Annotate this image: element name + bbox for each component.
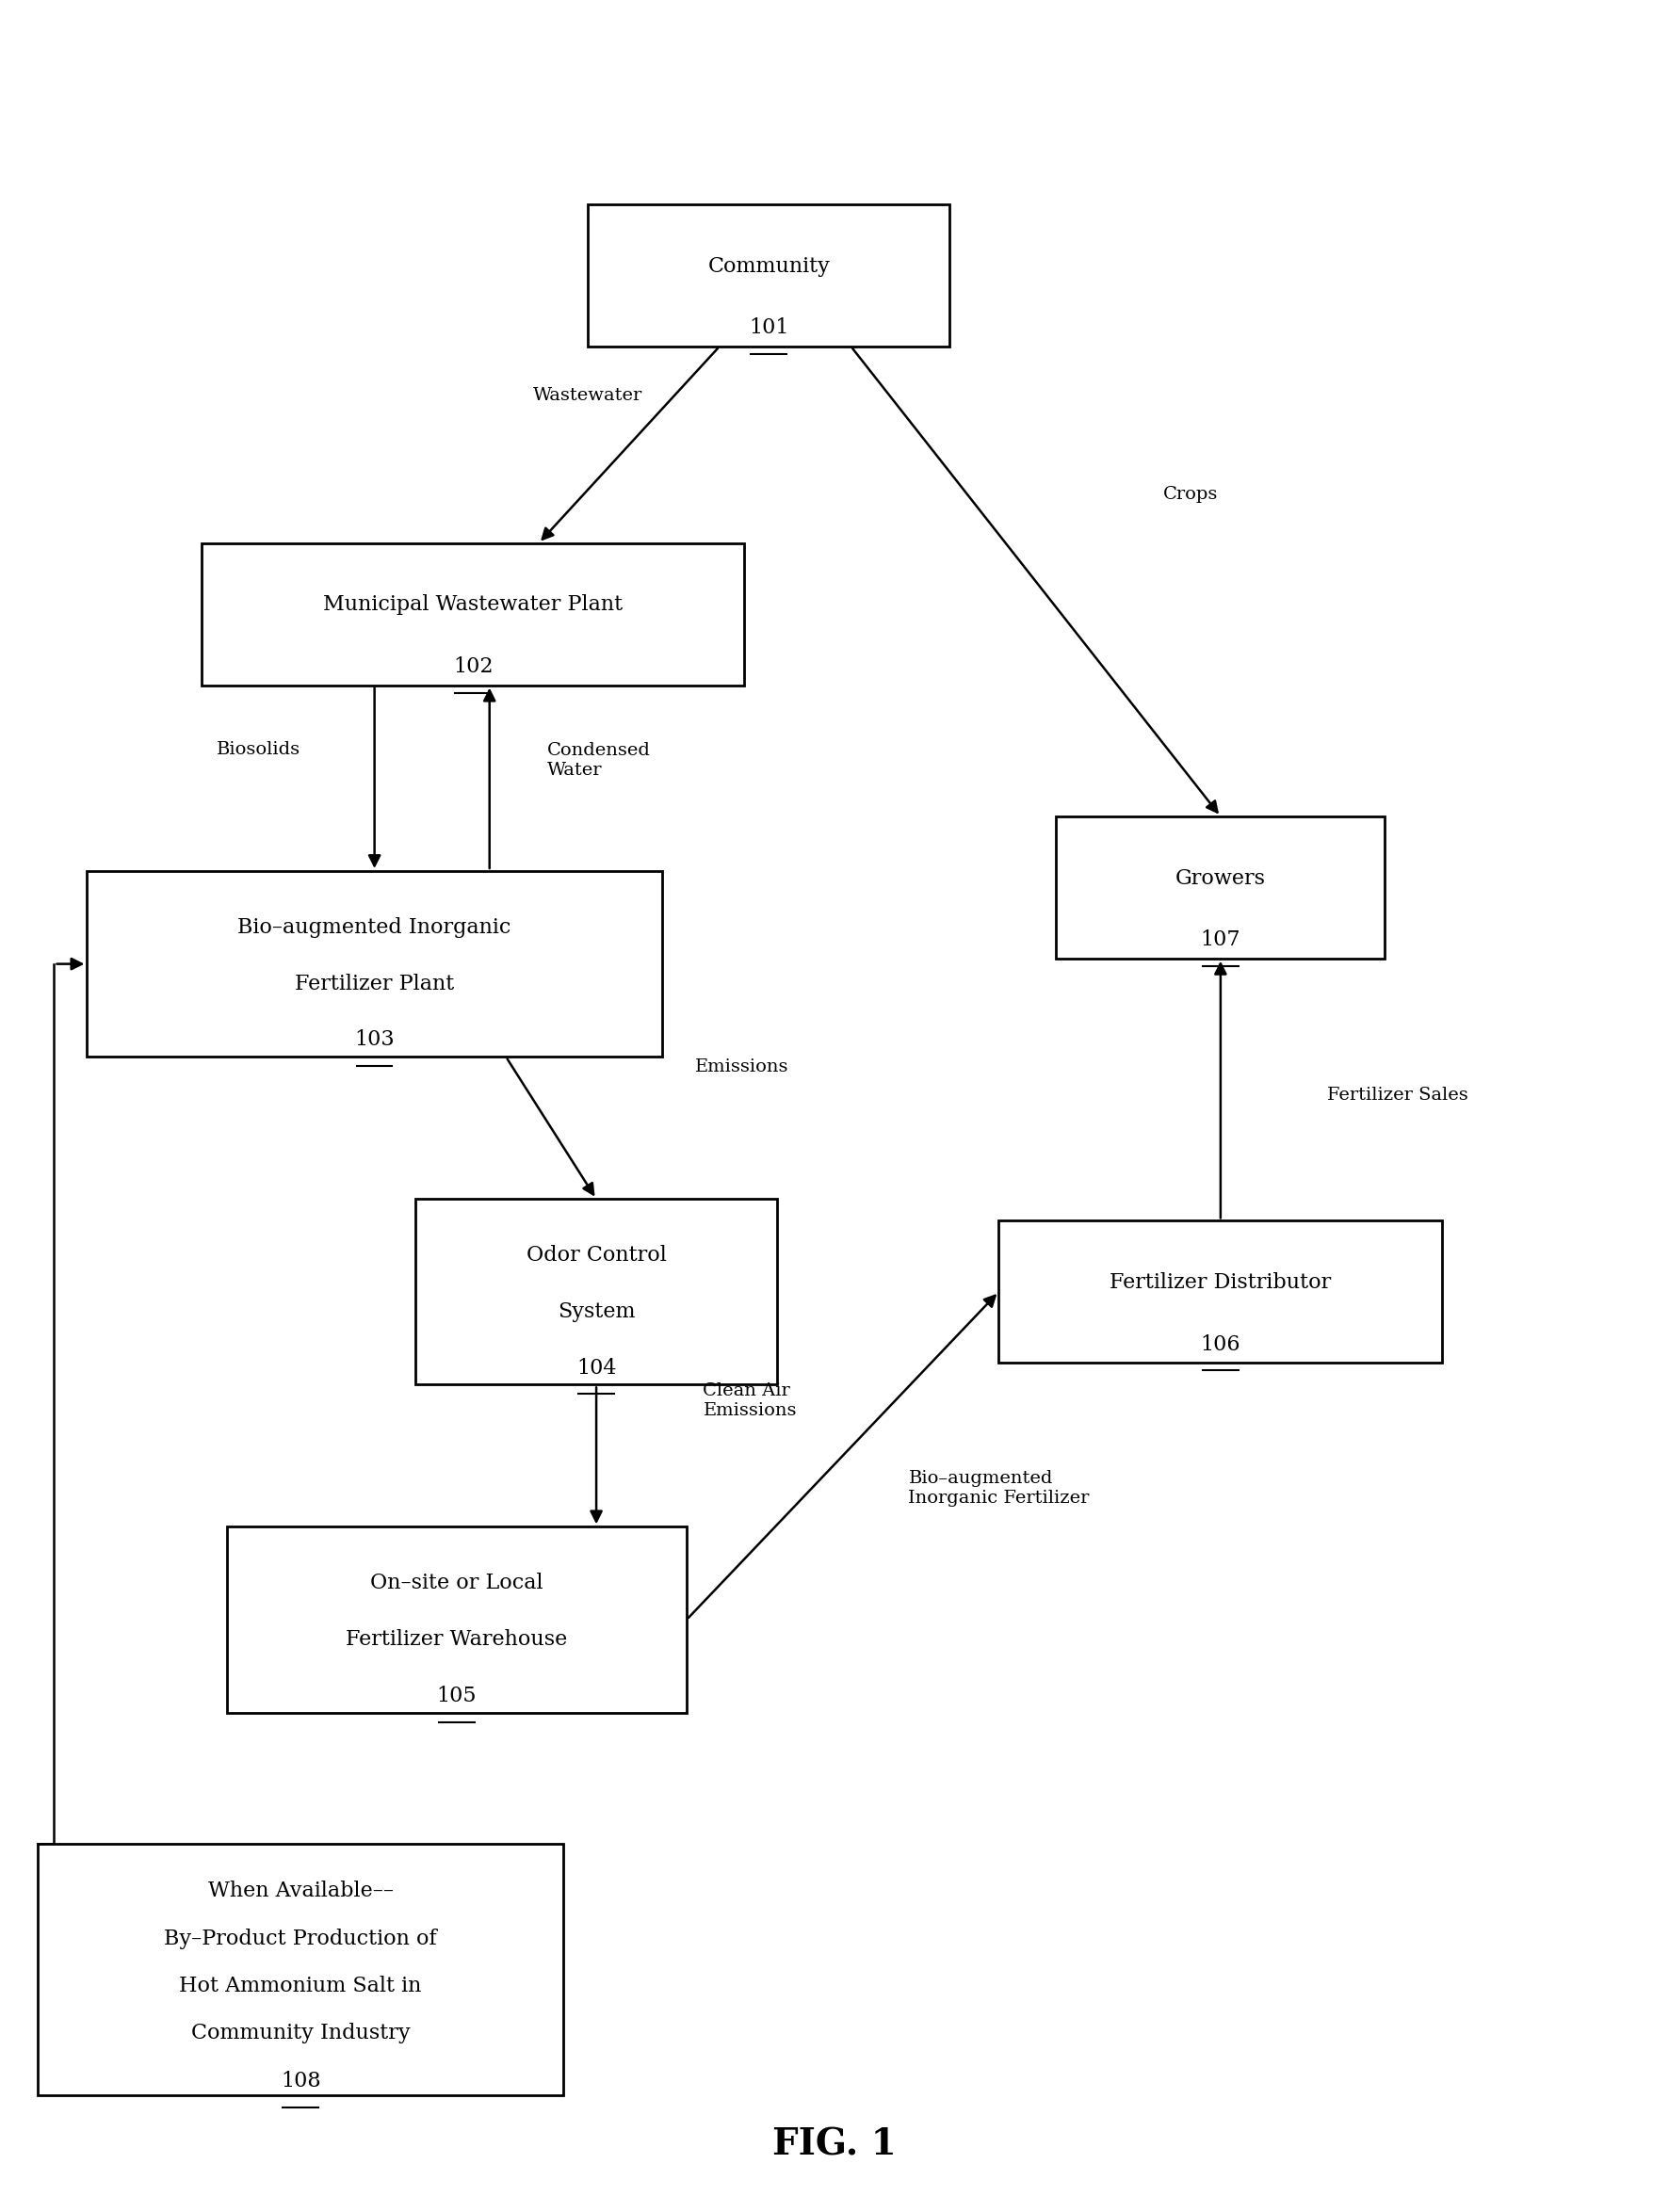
Text: Bio–augmented Inorganic: Bio–augmented Inorganic: [237, 918, 511, 938]
Text: 107: 107: [1200, 929, 1240, 951]
Bar: [227, 1526, 686, 1712]
Text: 101: 101: [749, 319, 789, 338]
Bar: [587, 204, 950, 347]
Text: Growers: Growers: [1175, 867, 1265, 889]
Text: Fertilizer Distributor: Fertilizer Distributor: [1110, 1272, 1332, 1292]
Bar: [1056, 816, 1385, 958]
Text: Fertilizer Warehouse: Fertilizer Warehouse: [345, 1628, 567, 1650]
Text: Clean Air
Emissions: Clean Air Emissions: [703, 1382, 796, 1420]
Bar: [416, 1199, 778, 1385]
Bar: [998, 1221, 1442, 1363]
Text: Hot Ammonium Salt in: Hot Ammonium Salt in: [179, 1975, 422, 1997]
Bar: [87, 872, 663, 1057]
Text: By–Product Production of: By–Product Production of: [164, 1929, 437, 1949]
Text: Biosolids: Biosolids: [217, 741, 300, 759]
Text: Fertilizer Sales: Fertilizer Sales: [1327, 1086, 1469, 1104]
Text: On–site or Local: On–site or Local: [371, 1573, 542, 1593]
Text: Community Industry: Community Industry: [190, 2024, 411, 2044]
Text: Municipal Wastewater Plant: Municipal Wastewater Plant: [324, 595, 623, 615]
Text: Condensed
Water: Condensed Water: [547, 743, 651, 779]
Text: When Available––: When Available––: [209, 1880, 394, 1902]
Text: 105: 105: [437, 1686, 477, 1705]
Text: System: System: [557, 1301, 636, 1323]
Text: Wastewater: Wastewater: [534, 387, 643, 405]
Text: Crops: Crops: [1163, 484, 1218, 502]
Text: Odor Control: Odor Control: [526, 1245, 666, 1265]
Text: Bio–augmented
Inorganic Fertilizer: Bio–augmented Inorganic Fertilizer: [908, 1471, 1090, 1506]
Text: 108: 108: [280, 2070, 320, 2090]
Text: 103: 103: [354, 1029, 394, 1051]
Bar: [202, 544, 744, 686]
Text: Community: Community: [708, 257, 829, 276]
Text: FIG. 1: FIG. 1: [773, 2126, 896, 2161]
Text: 102: 102: [452, 657, 492, 677]
Text: 104: 104: [576, 1358, 616, 1378]
Bar: [38, 1845, 564, 2095]
Text: 106: 106: [1200, 1334, 1240, 1354]
Text: Emissions: Emissions: [694, 1057, 788, 1075]
Text: Fertilizer Plant: Fertilizer Plant: [295, 973, 454, 993]
